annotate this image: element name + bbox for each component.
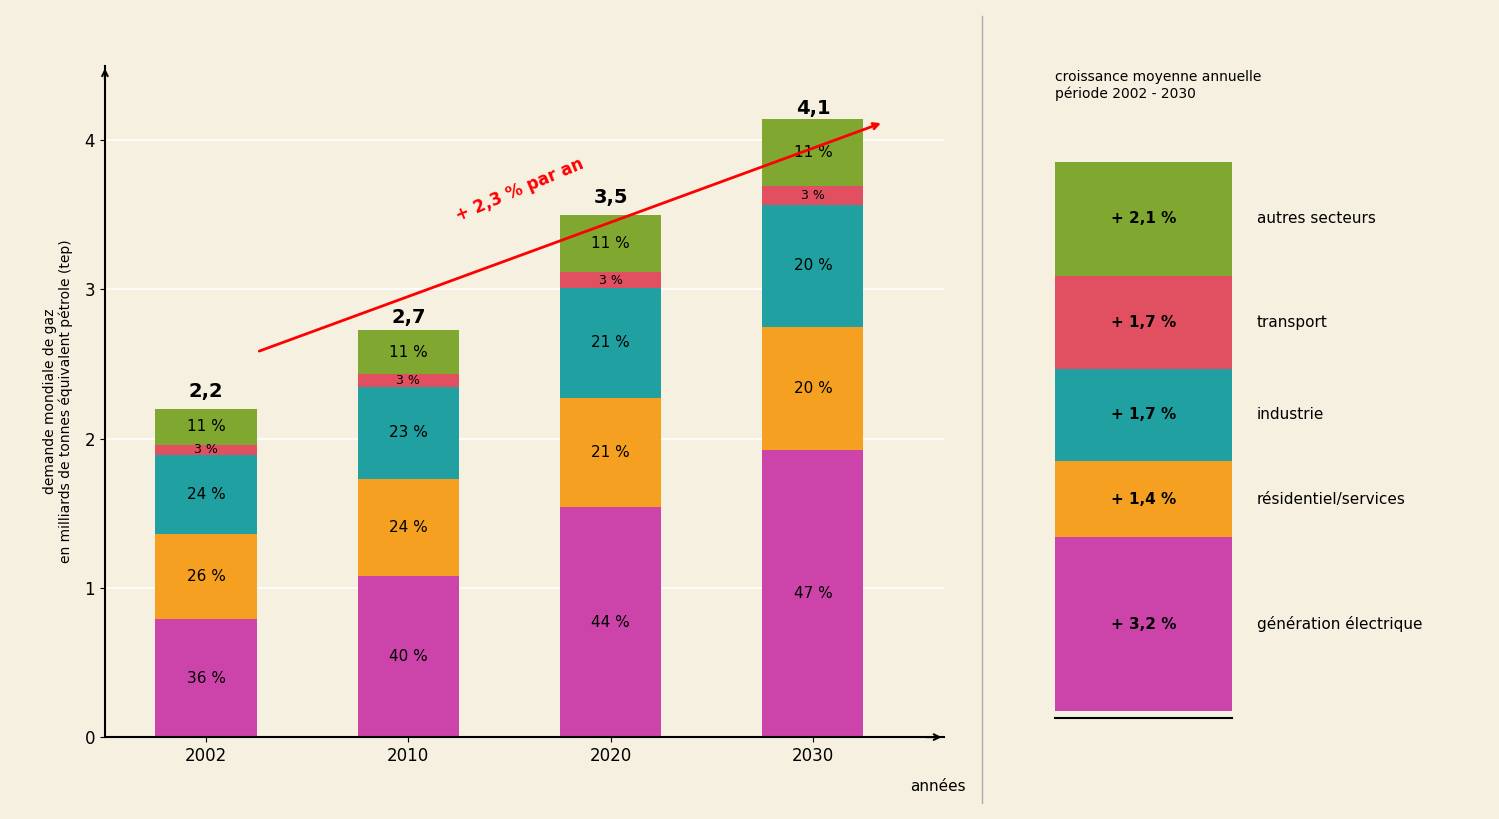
Text: + 1,7 %: + 1,7 % <box>1111 314 1177 330</box>
Bar <box>561 397 661 507</box>
Text: autres secteurs: autres secteurs <box>1256 211 1376 226</box>
Bar <box>561 507 661 737</box>
Bar <box>156 619 256 737</box>
Text: 44 %: 44 % <box>591 615 630 630</box>
Text: 47 %: 47 % <box>793 586 832 601</box>
Bar <box>156 455 256 533</box>
Bar <box>1055 369 1232 461</box>
Bar <box>763 119 863 187</box>
Bar <box>763 187 863 205</box>
Text: + 3,2 %: + 3,2 % <box>1111 617 1177 631</box>
Text: 4,1: 4,1 <box>796 99 830 118</box>
Text: + 1,7 %: + 1,7 % <box>1111 407 1177 423</box>
Text: 11 %: 11 % <box>187 419 225 434</box>
Text: génération électrique: génération électrique <box>1256 616 1423 632</box>
Text: 24 %: 24 % <box>388 520 427 535</box>
Bar <box>1055 461 1232 537</box>
Text: 3 %: 3 % <box>195 443 217 456</box>
Text: 2,2: 2,2 <box>189 382 223 401</box>
Text: 24 %: 24 % <box>187 486 225 501</box>
Text: 26 %: 26 % <box>187 568 225 584</box>
Text: + 2,3 % par an: + 2,3 % par an <box>453 155 586 225</box>
Bar <box>763 450 863 737</box>
Text: 40 %: 40 % <box>388 649 427 664</box>
Text: résidentiel/services: résidentiel/services <box>1256 491 1406 507</box>
Text: 20 %: 20 % <box>793 381 832 396</box>
Bar <box>763 205 863 327</box>
Bar <box>358 479 459 576</box>
Text: 36 %: 36 % <box>186 671 225 686</box>
Text: 11 %: 11 % <box>591 236 630 251</box>
Bar <box>156 533 256 619</box>
Text: croissance moyenne annuelle
période 2002 - 2030: croissance moyenne annuelle période 2002… <box>1055 70 1262 101</box>
Text: 2,7: 2,7 <box>391 308 426 327</box>
Text: transport: transport <box>1256 314 1328 330</box>
Y-axis label: demande mondiale de gaz
en milliards de tonnes équivalent pétrole (tep): demande mondiale de gaz en milliards de … <box>42 239 73 563</box>
Text: 3,5: 3,5 <box>594 188 628 207</box>
Bar <box>358 387 459 479</box>
Text: 21 %: 21 % <box>591 445 630 460</box>
Bar <box>763 327 863 450</box>
Text: + 2,1 %: + 2,1 % <box>1111 211 1177 226</box>
Bar <box>156 445 256 455</box>
Text: industrie: industrie <box>1256 407 1324 423</box>
Text: 21 %: 21 % <box>591 335 630 351</box>
Text: 23 %: 23 % <box>388 425 427 441</box>
Bar <box>358 330 459 374</box>
Text: 3 %: 3 % <box>396 374 420 387</box>
Text: 11 %: 11 % <box>793 145 832 161</box>
Text: + 1,4 %: + 1,4 % <box>1111 491 1177 507</box>
Bar <box>1055 162 1232 276</box>
Bar <box>156 409 256 445</box>
Bar <box>358 374 459 387</box>
Bar <box>561 215 661 272</box>
Bar <box>358 576 459 737</box>
Bar <box>1055 537 1232 711</box>
Text: 11 %: 11 % <box>388 345 427 360</box>
Bar <box>561 272 661 288</box>
Bar <box>561 288 661 397</box>
Text: 3 %: 3 % <box>598 274 622 287</box>
Text: 3 %: 3 % <box>800 189 824 202</box>
Text: années: années <box>910 779 967 794</box>
Text: 20 %: 20 % <box>793 259 832 274</box>
Bar <box>1055 276 1232 369</box>
